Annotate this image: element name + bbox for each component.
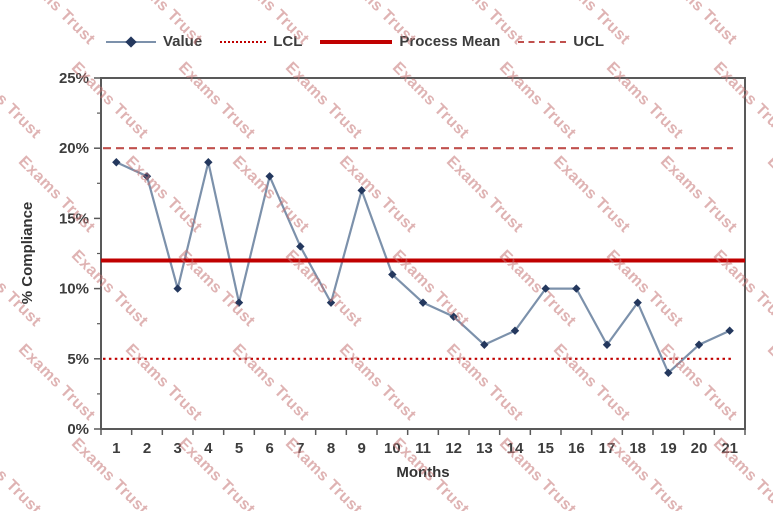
legend-item-value: Value [106,33,202,50]
x-axis-label: 1 [112,440,120,457]
value-marker [388,270,397,279]
legend-item-ucl: UCL [518,33,604,50]
x-axis-label: 11 [415,440,431,457]
value-marker [480,340,489,349]
value-marker [602,340,612,349]
x-axis-label: 19 [660,440,677,457]
value-marker [234,298,244,307]
legend-swatch-line-marker [106,35,156,48]
legend-label: Process Mean [399,33,501,50]
value-marker [265,172,274,181]
value-marker [204,158,213,167]
chart-legend: Value LCL Process Mean UCL [106,33,604,50]
value-marker [173,284,182,293]
legend-swatch-dashed [518,40,567,43]
value-marker [572,284,581,293]
value-marker [418,298,428,307]
legend-swatch-dotted [220,40,267,43]
legend-item-process-mean: Process Mean [320,33,500,50]
legend-swatch-solid [320,39,393,44]
legend-label: LCL [273,33,303,50]
x-axis-label: 14 [507,440,524,457]
y-axis-label: 10% [59,281,89,298]
value-marker [725,326,734,335]
value-marker [510,326,520,335]
x-axis-label: 16 [568,440,585,457]
x-axis-label: 5 [235,440,243,457]
x-axis-label: 2 [143,440,151,457]
y-axis-label: 25% [59,70,89,87]
value-marker [449,312,458,321]
plot-frame [100,77,746,430]
x-axis-label: 15 [537,440,554,457]
x-axis-label: 3 [173,440,181,457]
x-axis-label: 20 [691,440,708,457]
legend-label: UCL [573,33,605,50]
value-marker [664,368,673,378]
y-axis-label: 0% [67,421,89,438]
value-marker [296,242,305,251]
x-axis-label: 8 [327,440,335,457]
x-axis-label: 12 [445,440,462,457]
value-marker [541,284,550,293]
y-axis-label: 20% [59,140,89,157]
value-marker [112,158,121,167]
x-axis-label: 9 [357,440,365,457]
value-marker [142,172,152,181]
x-axis-label: 4 [204,440,213,457]
y-axis-title: % Compliance [19,202,36,305]
x-axis-label: 21 [721,440,738,457]
x-axis-label: 17 [599,440,616,457]
diamond-marker-icon [125,35,137,48]
x-axis-label: 13 [476,440,493,457]
x-axis-label: 10 [384,440,401,457]
x-axis-label: 6 [265,440,273,457]
x-axis-title: Months [396,464,449,481]
value-marker [694,340,704,349]
value-marker [326,298,336,307]
legend-item-lcl: LCL [220,33,302,50]
y-axis-label: 15% [59,210,89,227]
value-marker [357,186,366,195]
plot-area: 0%5%10%15%20%25%1 2 3 4 5 6 7 8 9 10 11 12 13 14 15 16 1… [59,70,746,457]
y-axis-label: 5% [67,351,89,368]
value-marker [633,298,642,307]
legend-label: Value [163,33,203,50]
x-axis-label: 7 [296,440,304,457]
x-axis-label: 18 [629,440,646,457]
